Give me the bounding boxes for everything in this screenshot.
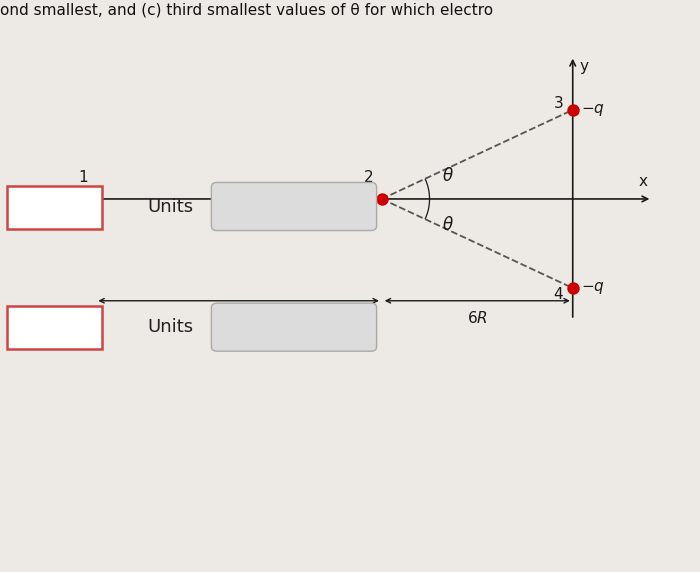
Text: 3: 3: [554, 96, 564, 111]
Text: ▼: ▼: [350, 212, 357, 221]
Text: 1: 1: [78, 170, 88, 185]
Text: $9R$: $9R$: [229, 311, 248, 326]
Text: rad: rad: [241, 317, 272, 336]
Text: $\theta$: $\theta$: [442, 216, 454, 235]
Text: rad: rad: [241, 197, 272, 215]
Text: Units: Units: [147, 318, 193, 336]
Text: ▲: ▲: [350, 319, 357, 328]
Text: $-q$: $-q$: [581, 102, 605, 118]
Text: ▼: ▼: [350, 332, 357, 341]
Text: $-e$: $-e$: [354, 213, 377, 228]
Text: x: x: [638, 174, 648, 189]
Text: 2: 2: [364, 170, 374, 185]
Point: [90, 194, 101, 204]
Text: $6R$: $6R$: [467, 311, 488, 326]
Text: Units: Units: [147, 198, 193, 216]
Text: ▲: ▲: [350, 198, 357, 208]
Text: 4: 4: [554, 287, 564, 302]
Text: ond smallest, and (c) third smallest values of θ for which electro: ond smallest, and (c) third smallest val…: [0, 3, 493, 18]
Point: [567, 284, 578, 293]
Point: [376, 194, 387, 204]
Point: [567, 105, 578, 114]
Text: $\theta$: $\theta$: [442, 166, 454, 185]
Text: $-q$: $-q$: [581, 280, 605, 296]
Text: y: y: [579, 59, 588, 74]
Text: $-e$: $-e$: [67, 213, 91, 228]
